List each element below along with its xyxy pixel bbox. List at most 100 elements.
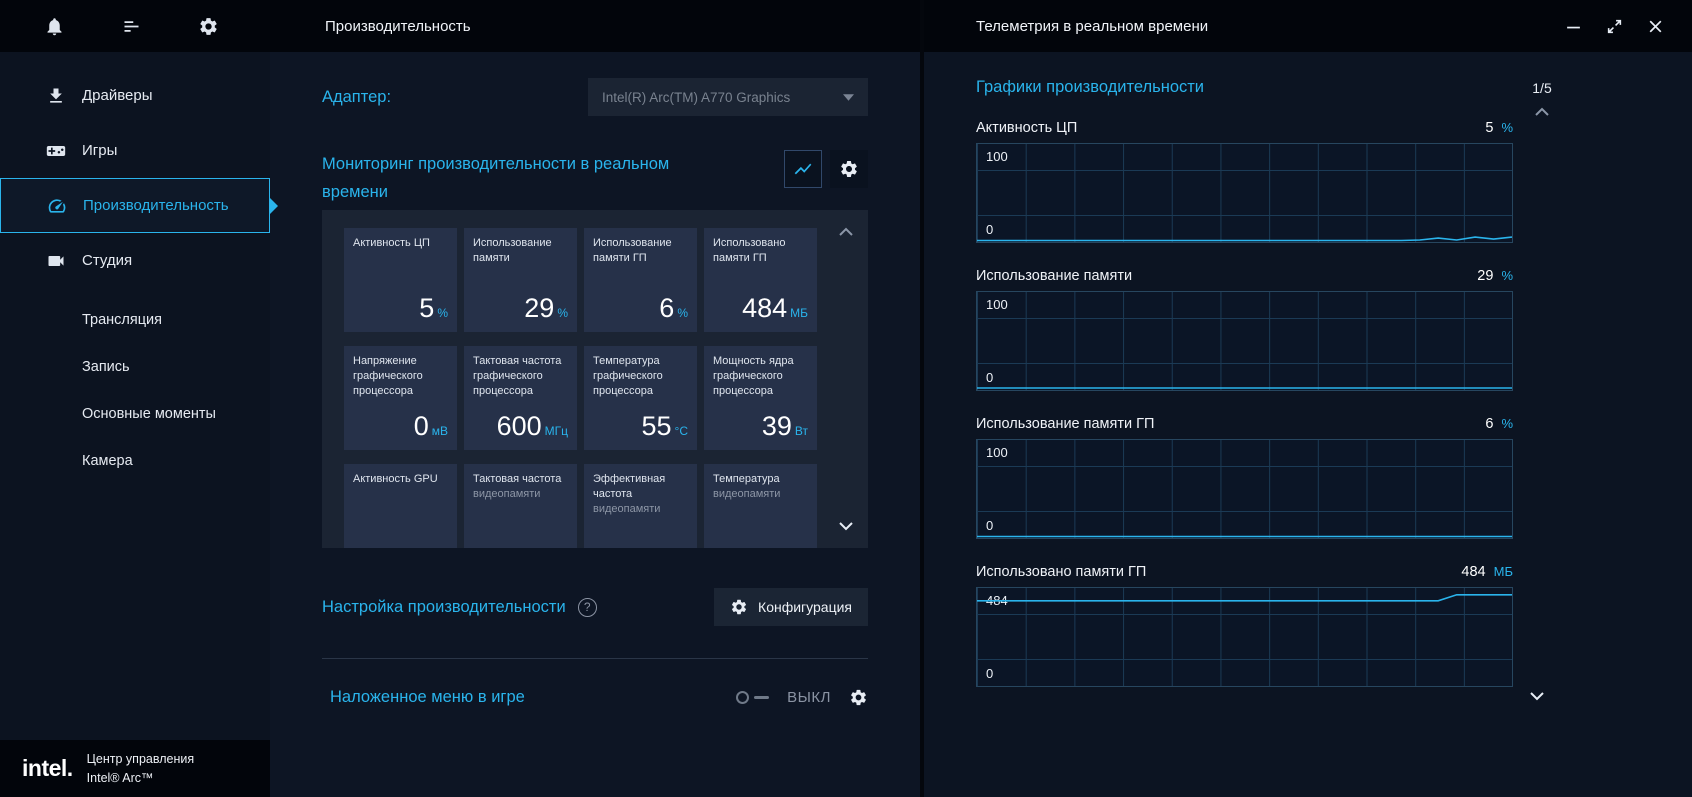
sidebar-subitem-label: Трансляция	[82, 311, 162, 328]
chart-value: 5	[1485, 120, 1494, 136]
chart-unit: %	[1501, 268, 1513, 283]
chart-current-value: 484 МБ	[1461, 564, 1513, 580]
sidebar-item-games[interactable]: Игры	[0, 123, 270, 178]
tiles-scroll-down-button[interactable]	[834, 514, 858, 538]
tile-memory-usage: Использование памяти 29%	[464, 228, 577, 332]
charts-page-up-button[interactable]	[1530, 100, 1554, 124]
graphs-button[interactable]	[784, 150, 822, 188]
sidebar-nav: Драйверы Игры Производительность Студия …	[0, 52, 270, 740]
metric-label: Эффективная частота	[593, 473, 666, 500]
metric-label: Тактовая частота графического процессора	[473, 355, 562, 397]
chart-block-memory-usage: Использование памяти 29 % 100 0	[976, 261, 1513, 391]
metric-sublabel: видеопамяти	[593, 502, 661, 515]
tile-gpu-memory-used: Использовано памяти ГП 484 МБ	[704, 228, 817, 332]
sidebar: Драйверы Игры Производительность Студия …	[0, 0, 270, 797]
resize-button[interactable]	[1606, 18, 1623, 35]
chart-head: Использование памяти 29 %	[976, 261, 1513, 291]
charts-page-down-button[interactable]	[1525, 684, 1559, 708]
close-button[interactable]	[1647, 18, 1664, 35]
bell-icon	[47, 17, 62, 35]
metric-label: Температура	[713, 473, 780, 485]
sidebar-subitem-label: Камера	[82, 452, 133, 469]
overlay-toggle[interactable]	[736, 690, 770, 704]
sidebar-item-performance[interactable]: Производительность	[0, 178, 270, 233]
gear-icon	[200, 17, 217, 35]
sidebar-item-label: Драйверы	[82, 87, 153, 104]
chart-head: Использование памяти ГП 6 %	[976, 409, 1513, 439]
monitoring-buttons	[784, 150, 868, 188]
chart-current-value: 5 %	[1485, 120, 1513, 136]
camera-icon	[48, 255, 64, 266]
chart-block-gpu-memory-used: Использовано памяти ГП 484 МБ 484 0	[976, 557, 1513, 687]
gauge-icon	[48, 198, 66, 213]
charts-pagination: 1/5	[1525, 80, 1559, 129]
metric-unit: %	[437, 306, 448, 320]
chart-title: Активность ЦП	[976, 120, 1078, 136]
metric-unit: °C	[674, 424, 688, 438]
configuration-button[interactable]: Конфигурация	[714, 588, 868, 626]
sidebar-item-record[interactable]: Запись	[0, 343, 270, 390]
gamepad-icon	[46, 145, 66, 156]
chart-area: 100 0	[976, 439, 1513, 539]
minimize-button[interactable]	[1565, 18, 1582, 35]
tile-gpu-voltage: Напряжение графического процессора 0 мВ	[344, 346, 457, 450]
configuration-button-label: Конфигурация	[758, 599, 852, 615]
notifications-button[interactable]	[44, 16, 65, 37]
adapter-dropdown-value: Intel(R) Arc(TM) A770 Graphics	[602, 89, 791, 105]
help-icon[interactable]: ?	[577, 597, 597, 617]
adapter-dropdown[interactable]: Intel(R) Arc(TM) A770 Graphics	[588, 78, 868, 116]
tile-vram-clock: Тактовая частота видеопамяти	[464, 464, 577, 548]
tile-gpu-clock: Тактовая частота графического процессора…	[464, 346, 577, 450]
app-title-line1: Центр управления	[86, 752, 195, 767]
tuning-title: Настройка производительности	[322, 597, 566, 616]
metric-label: Активность GPU	[353, 473, 438, 485]
overlay-row: Наложенное меню в игре ВЫКЛ	[322, 677, 868, 717]
chart-value: 6	[1485, 416, 1494, 432]
tuning-row: Настройка производительности ? Конфигура…	[322, 588, 868, 626]
section-divider	[322, 658, 868, 659]
tiles-scroll-up-button[interactable]	[834, 220, 858, 244]
metric-tiles: Активность ЦП 5% Использование памяти 29…	[344, 228, 822, 548]
overlay-settings-button[interactable]	[849, 688, 868, 707]
sidebar-item-studio[interactable]: Студия	[0, 233, 270, 288]
minimize-icon	[1567, 26, 1580, 28]
telemetry-header: Телеметрия в реальном времени	[924, 0, 1692, 52]
chart-block-cpu-activity: Активность ЦП 5 % 100 0	[976, 113, 1513, 243]
sidebar-item-camera[interactable]: Камера	[0, 437, 270, 484]
y-axis-min-label: 0	[986, 370, 994, 385]
intel-logo: intel.	[22, 755, 73, 781]
tile-cpu-activity: Активность ЦП 5%	[344, 228, 457, 332]
tile-gpu-activity: Активность GPU	[344, 464, 457, 548]
telemetry-body: Графики производительности Активность ЦП…	[924, 52, 1692, 797]
toggle-track	[754, 695, 770, 699]
chart-value: 29	[1477, 268, 1494, 284]
chart-block-gpu-memory-usage: Использование памяти ГП 6 % 100 0	[976, 409, 1513, 539]
close-icon	[1649, 20, 1662, 32]
gear-icon	[732, 599, 747, 615]
sidebar-subitem-label: Запись	[82, 358, 130, 375]
chart-area: 484 0	[976, 587, 1513, 687]
menu-button[interactable]	[121, 16, 142, 37]
sidebar-item-broadcast[interactable]: Трансляция	[0, 296, 270, 343]
sidebar-item-highlights[interactable]: Основные моменты	[0, 390, 270, 437]
overlay-title: Наложенное меню в игре	[330, 687, 525, 706]
chart-unit: МБ	[1493, 564, 1513, 579]
metric-sublabel: видеопамяти	[473, 487, 541, 500]
metric-label: Мощность ядра графического процессора	[713, 355, 794, 397]
chart-current-value: 6 %	[1485, 416, 1513, 432]
studio-subnav: Трансляция Запись Основные моменты Камер…	[0, 288, 270, 484]
y-axis-min-label: 0	[986, 518, 994, 533]
settings-button[interactable]	[198, 16, 219, 37]
chevron-up-icon	[1535, 107, 1549, 116]
page-title: Производительность	[325, 17, 471, 35]
performance-body: Адаптер: Intel(R) Arc(TM) A770 Graphics …	[270, 52, 920, 797]
monitoring-settings-button[interactable]	[830, 150, 868, 188]
expand-icon	[1607, 19, 1622, 33]
metric-label: Тактовая частота	[473, 473, 562, 485]
sidebar-topbar	[0, 0, 270, 52]
sidebar-item-drivers[interactable]: Драйверы	[0, 68, 270, 123]
performance-header: Производительность	[270, 0, 920, 52]
chart-unit: %	[1501, 416, 1513, 431]
overlay-state-label: ВЫКЛ	[787, 688, 831, 706]
